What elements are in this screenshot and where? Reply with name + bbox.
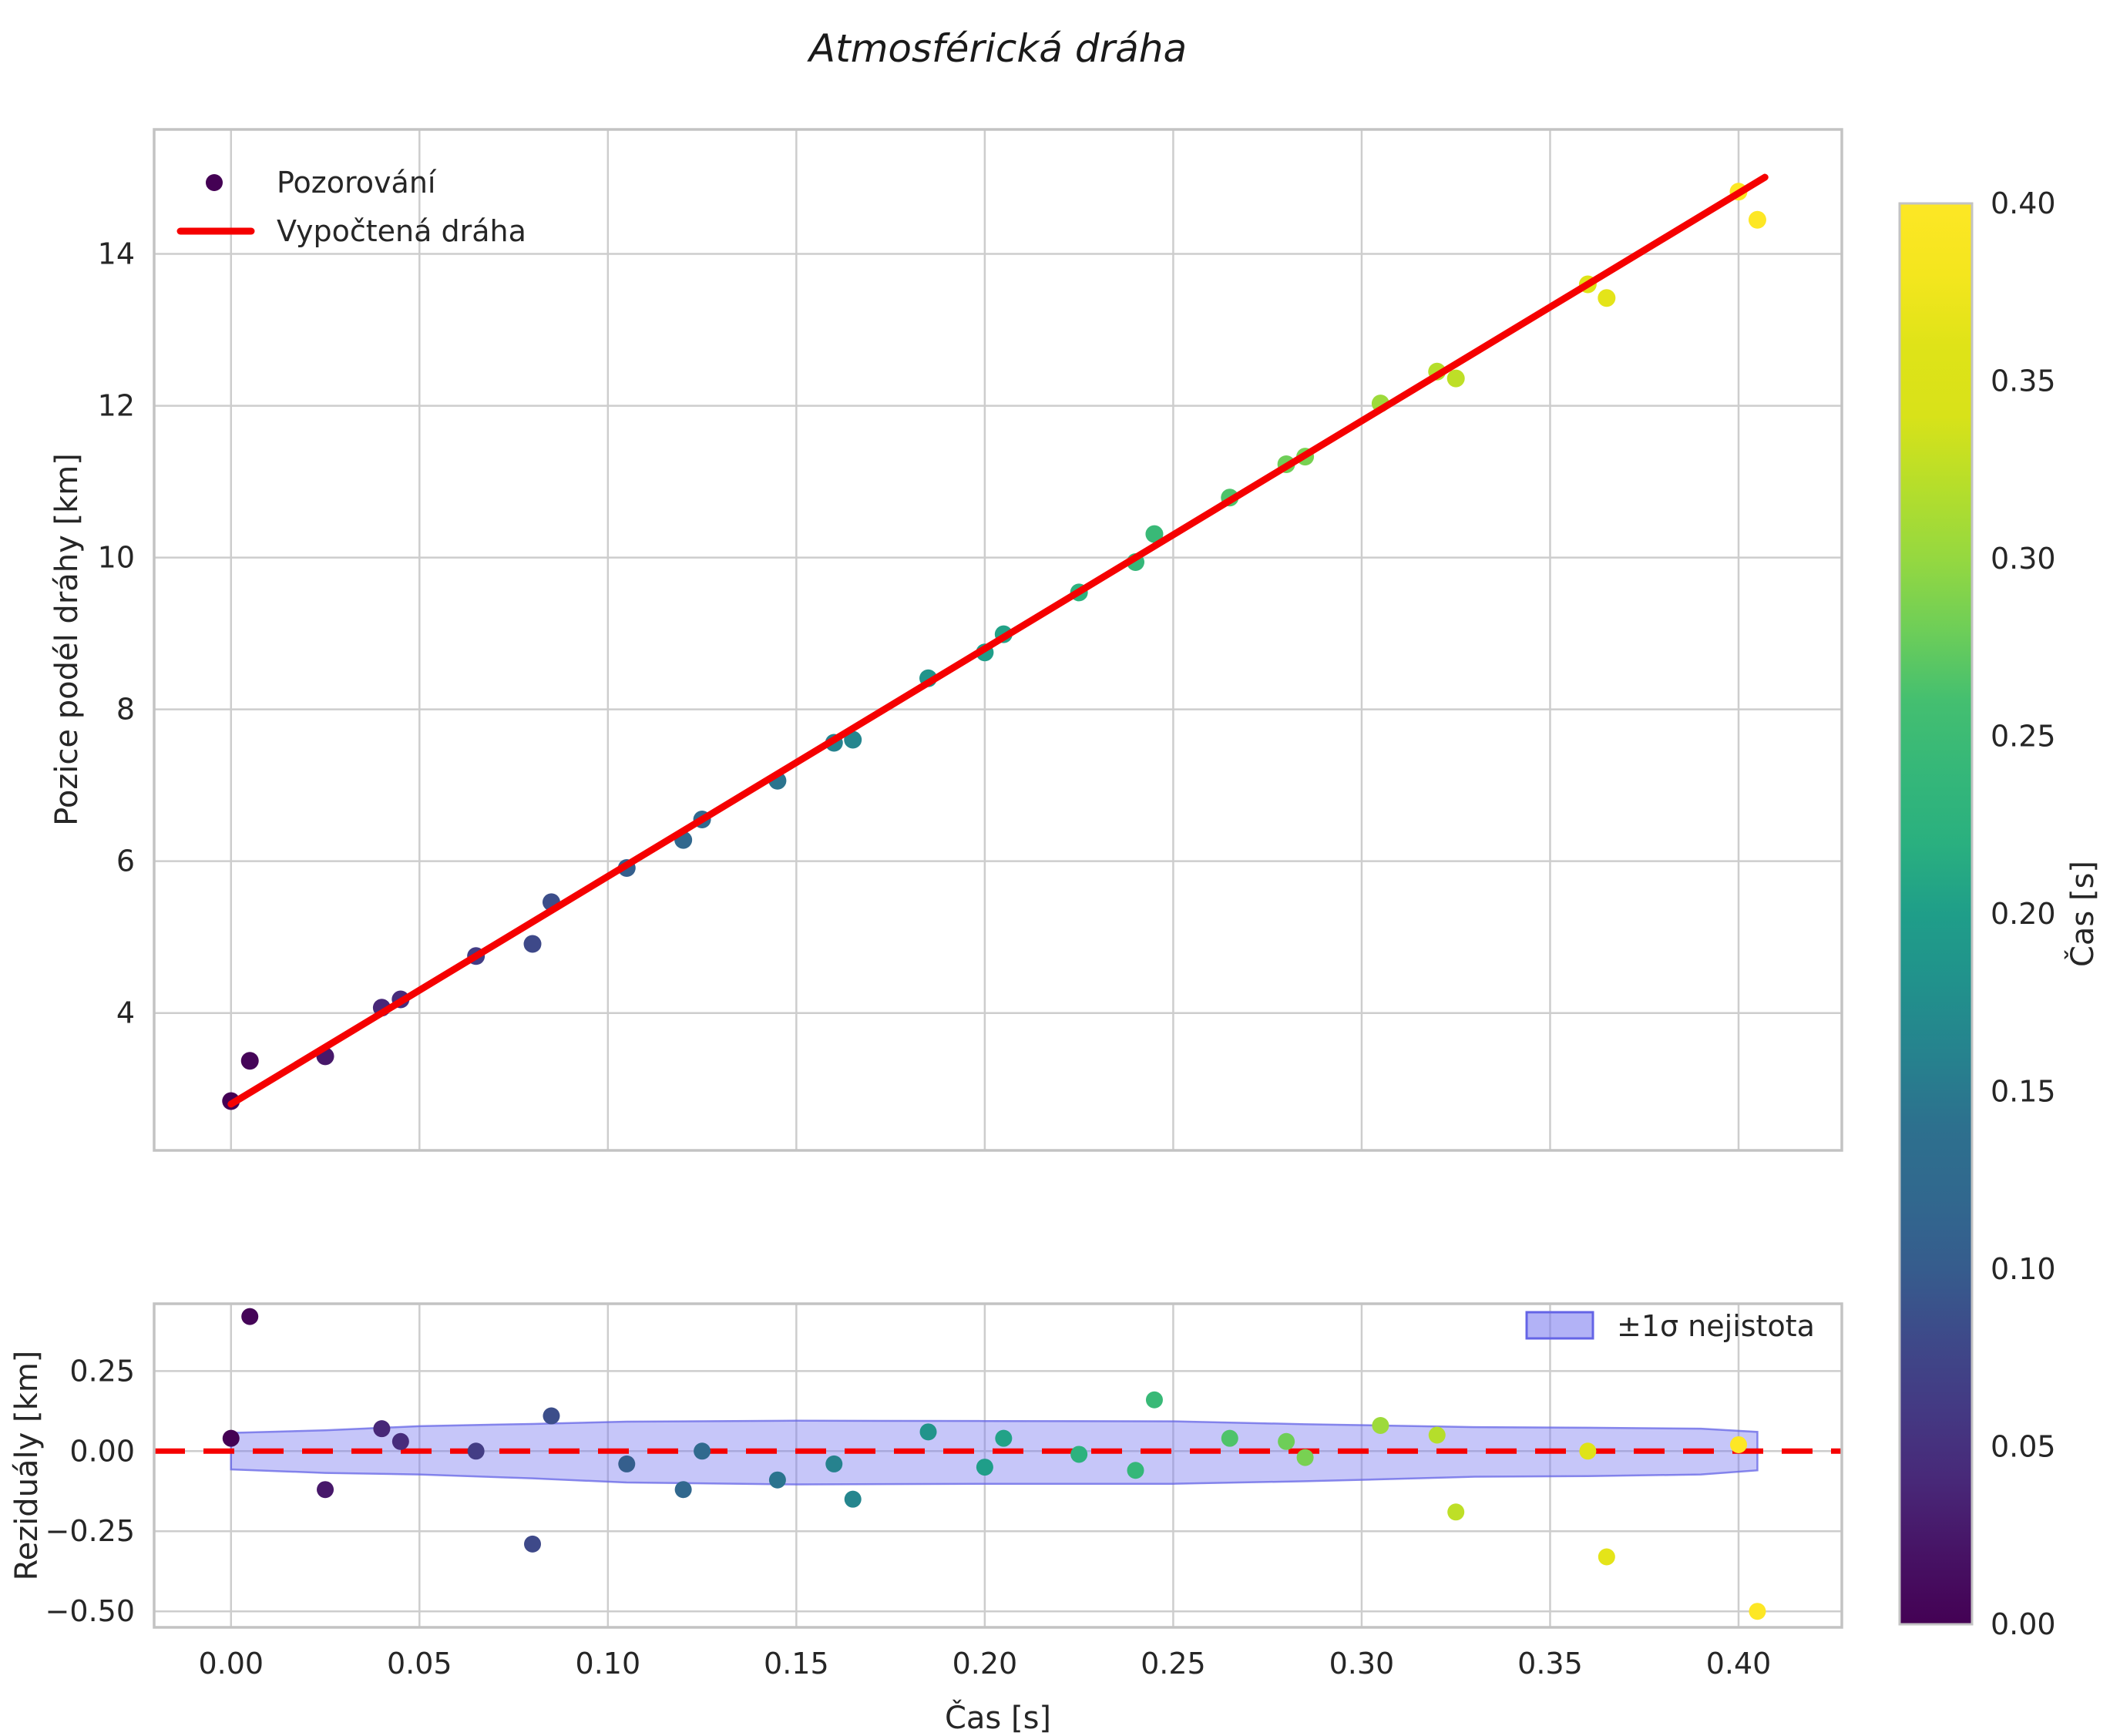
axes-spine (153, 128, 1843, 1152)
residual-y-tick-label: −0.25 (45, 1514, 135, 1548)
main-plot-data (222, 173, 1769, 1110)
residual-point (1447, 1503, 1465, 1521)
residual-y-tick-label: 0.25 (69, 1354, 135, 1388)
main-y-tick-label: 8 (116, 693, 135, 727)
colorbar-tick-label: 0.25 (1991, 720, 2056, 754)
residual-point (976, 1459, 993, 1476)
chart-title: Atmosférická dráha (807, 26, 1187, 71)
residual-point (1428, 1426, 1446, 1444)
residual-point (768, 1471, 786, 1489)
residual-y-tick-label: 0.00 (69, 1434, 135, 1468)
residual-point (995, 1429, 1013, 1447)
residual-point (373, 1420, 391, 1438)
x-tick-label: 0.30 (1329, 1647, 1395, 1681)
observations-legend-marker (206, 174, 223, 191)
x-tick-label: 0.00 (198, 1647, 264, 1681)
main-y-tick-label: 6 (116, 844, 135, 878)
colorbar-tick-label: 0.35 (1991, 364, 2056, 398)
colorbar-tick-label: 0.40 (1991, 186, 2056, 220)
main-plot-grid (154, 129, 1842, 1150)
residual-point (1145, 1391, 1163, 1409)
residual-point (391, 1432, 409, 1450)
colorbar-gradient (1898, 202, 1974, 1626)
main-plot-frame (153, 128, 1843, 1152)
residual-point (543, 1407, 560, 1425)
residual-point (919, 1423, 937, 1441)
residual-plot-data (154, 1308, 1842, 1620)
colorbar-tick-labels: 0.40 0.35 0.30 0.25 0.20 0.15 0.10 0.05 0.00 (1991, 186, 2056, 1641)
residual-point (1579, 1442, 1597, 1460)
main-y-tick-label: 12 (98, 389, 135, 423)
residual-plot-tick-labels: 0.25 0.00 −0.25 −0.50 0.00 0.05 0.10 0.15 0.20 0.… (45, 1354, 1772, 1681)
x-tick-label: 0.05 (387, 1647, 452, 1681)
colorbar-tick-label: 0.15 (1991, 1075, 2056, 1109)
main-y-axis-label: Pozice podél dráhy [km] (49, 453, 85, 826)
residual-point (825, 1455, 843, 1472)
fit-line-legend-label: Vypočtená dráha (277, 214, 526, 248)
colorbar-label: Čas [s] (2064, 861, 2101, 967)
residual-point (524, 1535, 542, 1553)
x-tick-label: 0.20 (953, 1647, 1018, 1681)
main-y-tick-label: 10 (98, 541, 135, 575)
axes-spine (153, 1302, 1843, 1629)
residual-point (241, 1308, 259, 1325)
colorbar-tick-label: 0.05 (1991, 1430, 2056, 1464)
residual-point (1598, 1548, 1615, 1566)
residual-point (222, 1429, 240, 1447)
data-point (1145, 525, 1164, 543)
residual-point (467, 1442, 485, 1460)
residual-plot-frame (153, 1302, 1843, 1629)
residual-point (618, 1455, 636, 1472)
uncertainty-band-legend-swatch (1525, 1311, 1594, 1340)
data-point (240, 1052, 259, 1070)
main-y-tick-label: 14 (98, 237, 135, 271)
data-point (1598, 289, 1616, 307)
colorbar-tick-label: 0.30 (1991, 542, 2056, 576)
main-legend: Pozorování Vypočtená dráha (176, 166, 526, 248)
uncertainty-band-legend-label: ±1σ nejistota (1617, 1309, 1815, 1343)
observations-legend-label: Pozorování (277, 166, 437, 200)
colorbar-tick-label: 0.00 (1991, 1607, 2056, 1641)
colorbar (1898, 202, 1974, 1626)
data-point (1446, 369, 1465, 388)
residual-point (694, 1442, 711, 1460)
residual-y-tick-label: −0.50 (45, 1594, 135, 1628)
x-tick-label: 0.10 (576, 1647, 641, 1681)
x-axis-label: Čas [s] (945, 1699, 1051, 1736)
x-tick-label: 0.25 (1141, 1647, 1206, 1681)
residual-point (674, 1481, 692, 1499)
colorbar-tick-label: 0.20 (1991, 897, 2056, 931)
residual-point (1127, 1462, 1144, 1479)
data-point (1748, 210, 1766, 229)
data-point (523, 935, 542, 953)
x-tick-label: 0.15 (764, 1647, 829, 1681)
residual-legend: ±1σ nejistota (1525, 1309, 1815, 1343)
x-tick-label: 0.40 (1706, 1647, 1772, 1681)
data-point (844, 730, 862, 749)
residual-point (1372, 1417, 1389, 1435)
residual-y-axis-label: Reziduály [km] (9, 1351, 45, 1581)
residual-point (1070, 1446, 1088, 1463)
x-tick-label: 0.35 (1517, 1647, 1583, 1681)
residual-point (1278, 1432, 1295, 1450)
colorbar-tick-label: 0.10 (1991, 1252, 2056, 1286)
main-plot-tick-labels: 4 6 8 10 12 14 (98, 237, 135, 1030)
residual-point (1729, 1435, 1747, 1453)
residual-point (1296, 1449, 1314, 1466)
fit-line (227, 173, 1769, 1108)
residual-point (1221, 1429, 1238, 1447)
residual-point (1749, 1603, 1766, 1620)
residual-point (844, 1490, 862, 1508)
residual-point (317, 1481, 334, 1499)
main-y-tick-label: 4 (116, 996, 135, 1030)
